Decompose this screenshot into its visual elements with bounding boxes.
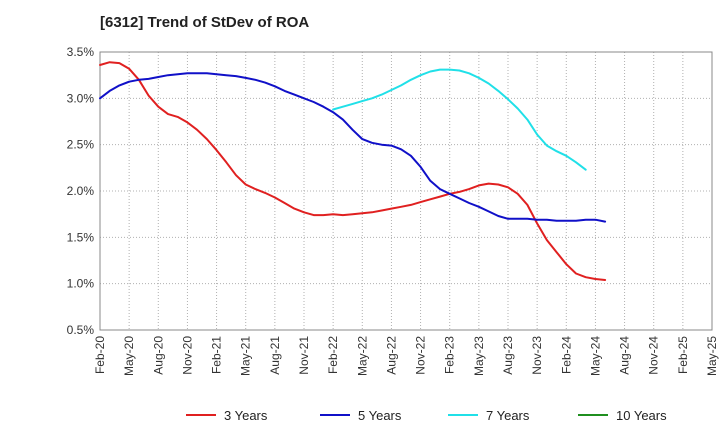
chart-title: [6312] Trend of StDev of ROA bbox=[100, 14, 310, 31]
y-tick-label: 1.5% bbox=[67, 230, 95, 244]
x-tick-label: Feb-22 bbox=[326, 336, 340, 374]
grid-lines bbox=[99, 51, 713, 331]
y-tick-label: 0.5% bbox=[67, 323, 95, 337]
y-tick-label: 3.0% bbox=[67, 91, 95, 105]
legend-label: 3 Years bbox=[224, 408, 268, 423]
x-tick-label: Nov-20 bbox=[180, 336, 194, 375]
x-tick-label: Aug-20 bbox=[151, 336, 165, 375]
x-tick-label: Aug-21 bbox=[268, 336, 282, 375]
legend: 3 Years 5 Years 7 Years 10 Years bbox=[186, 408, 667, 423]
series-lines bbox=[99, 61, 607, 281]
x-tick-label: Feb-21 bbox=[210, 336, 224, 374]
x-tick-label: Aug-22 bbox=[384, 336, 398, 375]
y-axis-ticks: 0.5% 1.0% 1.5% 2.0% 2.5% 3.0% 3.5% bbox=[67, 45, 95, 337]
plot-area-border bbox=[99, 51, 713, 331]
x-tick-label: Feb-25 bbox=[676, 336, 690, 374]
legend-label: 10 Years bbox=[616, 408, 667, 423]
x-tick-label: Feb-20 bbox=[93, 336, 107, 374]
series-line-5-years bbox=[99, 72, 607, 223]
x-axis-ticks: Feb-20 May-20 Aug-20 Nov-20 Feb-21 May-21 Aug-… bbox=[93, 336, 719, 376]
legend-label: 5 Years bbox=[358, 408, 402, 423]
series-line-7-years bbox=[332, 68, 587, 171]
x-tick-label: May-23 bbox=[472, 336, 486, 376]
x-tick-label: Nov-23 bbox=[530, 336, 544, 375]
legend-label: 7 Years bbox=[486, 408, 530, 423]
series-line-3-years bbox=[99, 61, 607, 281]
x-tick-label: Nov-24 bbox=[647, 336, 661, 375]
y-tick-label: 2.0% bbox=[67, 184, 95, 198]
x-tick-label: Aug-23 bbox=[501, 336, 515, 375]
x-tick-label: May-25 bbox=[705, 336, 719, 376]
y-tick-label: 2.5% bbox=[67, 138, 95, 152]
x-tick-label: May-24 bbox=[588, 336, 602, 376]
x-tick-label: May-20 bbox=[122, 336, 136, 376]
x-tick-label: Nov-21 bbox=[297, 336, 311, 375]
x-tick-label: May-22 bbox=[355, 336, 369, 376]
y-tick-label: 1.0% bbox=[67, 277, 95, 291]
x-tick-label: May-21 bbox=[239, 336, 253, 376]
x-tick-label: Aug-24 bbox=[618, 336, 632, 375]
x-tick-label: Feb-24 bbox=[559, 336, 573, 374]
x-tick-label: Feb-23 bbox=[443, 336, 457, 374]
x-tick-label: Nov-22 bbox=[414, 336, 428, 375]
y-tick-label: 3.5% bbox=[67, 45, 95, 59]
